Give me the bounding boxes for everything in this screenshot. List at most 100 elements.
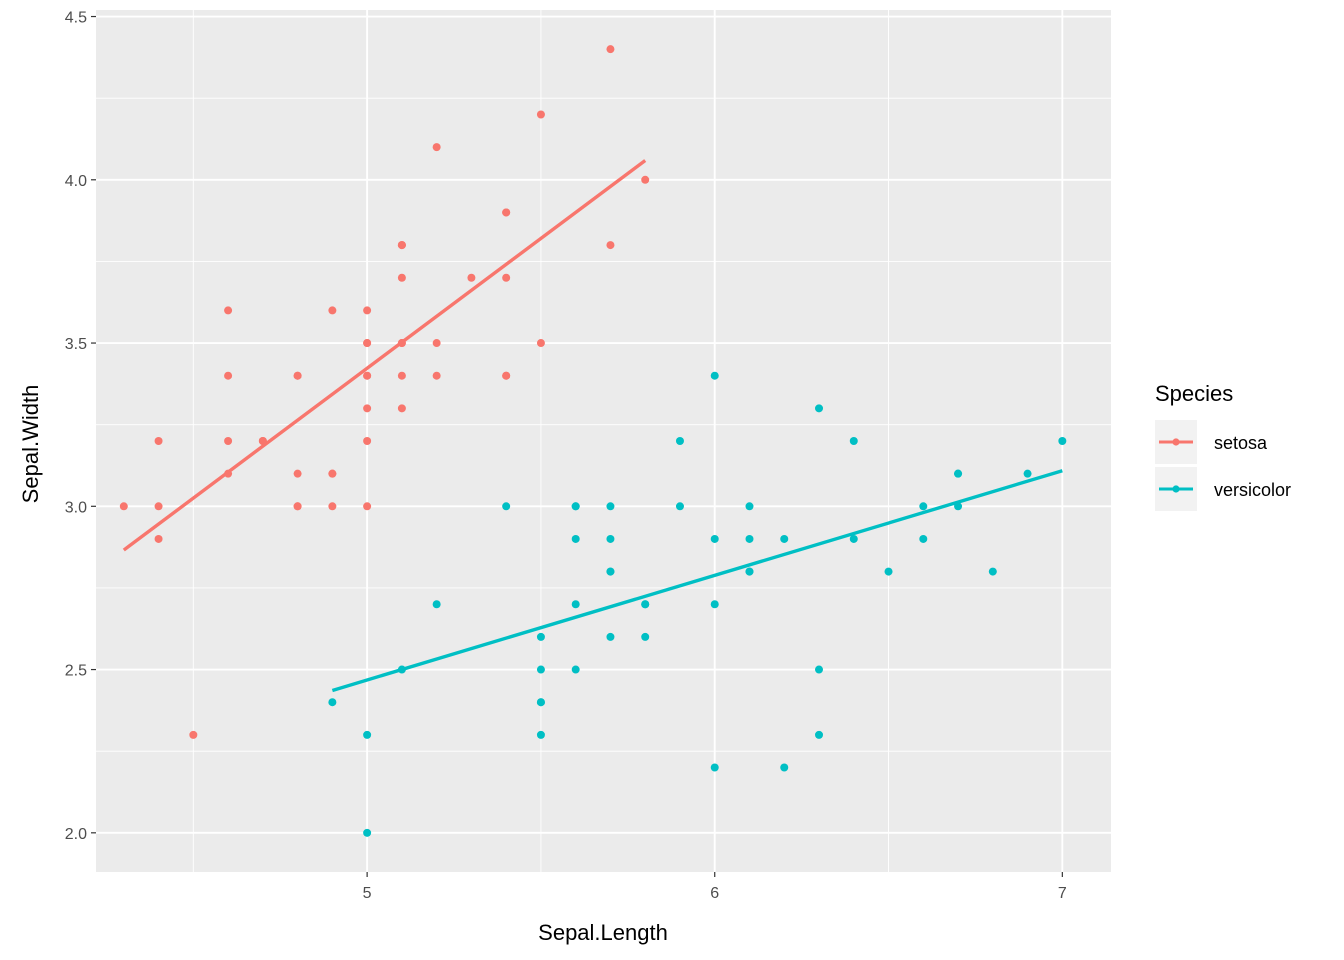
legend-title: Species xyxy=(1155,381,1233,406)
plot-panel xyxy=(96,10,1111,872)
point-versicolor xyxy=(363,730,372,739)
point-setosa xyxy=(606,45,615,54)
point-setosa xyxy=(189,730,198,739)
x-tick-label: 5 xyxy=(363,885,372,902)
point-setosa xyxy=(397,404,406,413)
point-setosa xyxy=(154,534,163,543)
point-versicolor xyxy=(363,828,372,837)
point-versicolor xyxy=(641,632,650,641)
regression-lines xyxy=(122,159,1063,693)
point-setosa xyxy=(397,273,406,282)
point-versicolor xyxy=(571,665,580,674)
point-setosa xyxy=(502,371,511,380)
point-setosa xyxy=(397,339,406,348)
point-setosa xyxy=(641,175,650,184)
legend-label-versicolor: versicolor xyxy=(1214,480,1291,500)
point-versicolor xyxy=(397,665,406,674)
point-versicolor xyxy=(571,502,580,511)
point-setosa xyxy=(328,306,337,315)
y-tick-label: 4.5 xyxy=(65,10,87,27)
point-setosa xyxy=(224,306,233,315)
point-versicolor xyxy=(1023,469,1032,478)
point-versicolor xyxy=(710,763,719,772)
y-axis-title: Sepal.Width xyxy=(18,385,43,504)
point-versicolor xyxy=(988,567,997,576)
x-axis: 5 6 7 xyxy=(363,872,1067,902)
point-versicolor xyxy=(710,534,719,543)
y-tick-label: 4.0 xyxy=(65,173,87,190)
point-setosa xyxy=(363,502,372,511)
point-versicolor xyxy=(815,404,824,413)
y-tick-label: 3.0 xyxy=(65,499,87,516)
point-setosa xyxy=(502,273,511,282)
point-versicolor xyxy=(919,534,928,543)
point-versicolor xyxy=(884,567,893,576)
data-points xyxy=(119,45,1067,837)
point-versicolor xyxy=(780,763,789,772)
x-tick-label: 7 xyxy=(1058,885,1067,902)
fit-line-versicolor xyxy=(331,469,1063,693)
point-versicolor xyxy=(536,730,545,739)
point-versicolor xyxy=(745,534,754,543)
y-tick-label: 2.5 xyxy=(65,663,87,680)
point-versicolor xyxy=(745,567,754,576)
point-versicolor xyxy=(710,600,719,609)
point-setosa xyxy=(363,306,372,315)
point-versicolor xyxy=(606,632,615,641)
y-tick-label: 3.5 xyxy=(65,336,87,353)
point-versicolor xyxy=(328,698,337,707)
point-versicolor xyxy=(745,502,754,511)
point-setosa xyxy=(119,502,128,511)
point-setosa xyxy=(536,110,545,119)
point-versicolor xyxy=(606,567,615,576)
point-setosa xyxy=(293,502,302,511)
point-setosa xyxy=(224,437,233,445)
point-versicolor xyxy=(606,502,615,511)
point-versicolor xyxy=(571,600,580,609)
point-setosa xyxy=(363,404,372,413)
point-versicolor xyxy=(954,469,963,478)
point-versicolor xyxy=(536,632,545,641)
point-versicolor xyxy=(849,437,858,445)
point-setosa xyxy=(154,502,163,511)
point-setosa xyxy=(467,273,476,282)
point-setosa xyxy=(606,241,615,250)
fit-line-setosa xyxy=(122,159,647,552)
point-setosa xyxy=(536,339,545,348)
point-versicolor xyxy=(571,534,580,543)
point-versicolor xyxy=(432,600,441,609)
point-setosa xyxy=(224,371,233,380)
point-versicolor xyxy=(675,502,684,511)
point-setosa xyxy=(363,339,372,348)
legend-label-setosa: setosa xyxy=(1214,433,1268,453)
point-setosa xyxy=(363,371,372,380)
point-versicolor xyxy=(502,502,511,511)
point-setosa xyxy=(293,469,302,478)
point-setosa xyxy=(432,371,441,380)
point-setosa xyxy=(397,241,406,250)
point-setosa xyxy=(154,437,163,445)
point-versicolor xyxy=(606,534,615,543)
point-setosa xyxy=(224,469,233,478)
x-axis-title: Sepal.Length xyxy=(538,920,668,945)
point-setosa xyxy=(328,469,337,478)
point-setosa xyxy=(258,437,267,445)
point-setosa xyxy=(432,339,441,348)
point-setosa xyxy=(432,143,441,152)
point-versicolor xyxy=(641,600,650,609)
y-axis: 2.0 2.5 3.0 3.5 4.0 4.5 xyxy=(65,10,96,843)
point-versicolor xyxy=(919,502,928,511)
point-setosa xyxy=(502,208,511,217)
point-setosa xyxy=(293,371,302,380)
point-versicolor xyxy=(954,502,963,511)
legend: Species setosa versicolor xyxy=(1155,381,1291,511)
point-setosa xyxy=(397,371,406,380)
point-versicolor xyxy=(1058,437,1067,445)
legend-point-versicolor xyxy=(1172,485,1180,493)
point-versicolor xyxy=(536,665,545,674)
point-setosa xyxy=(328,502,337,511)
x-tick-label: 6 xyxy=(710,885,719,902)
point-versicolor xyxy=(780,534,789,543)
y-tick-label: 2.0 xyxy=(65,826,87,843)
